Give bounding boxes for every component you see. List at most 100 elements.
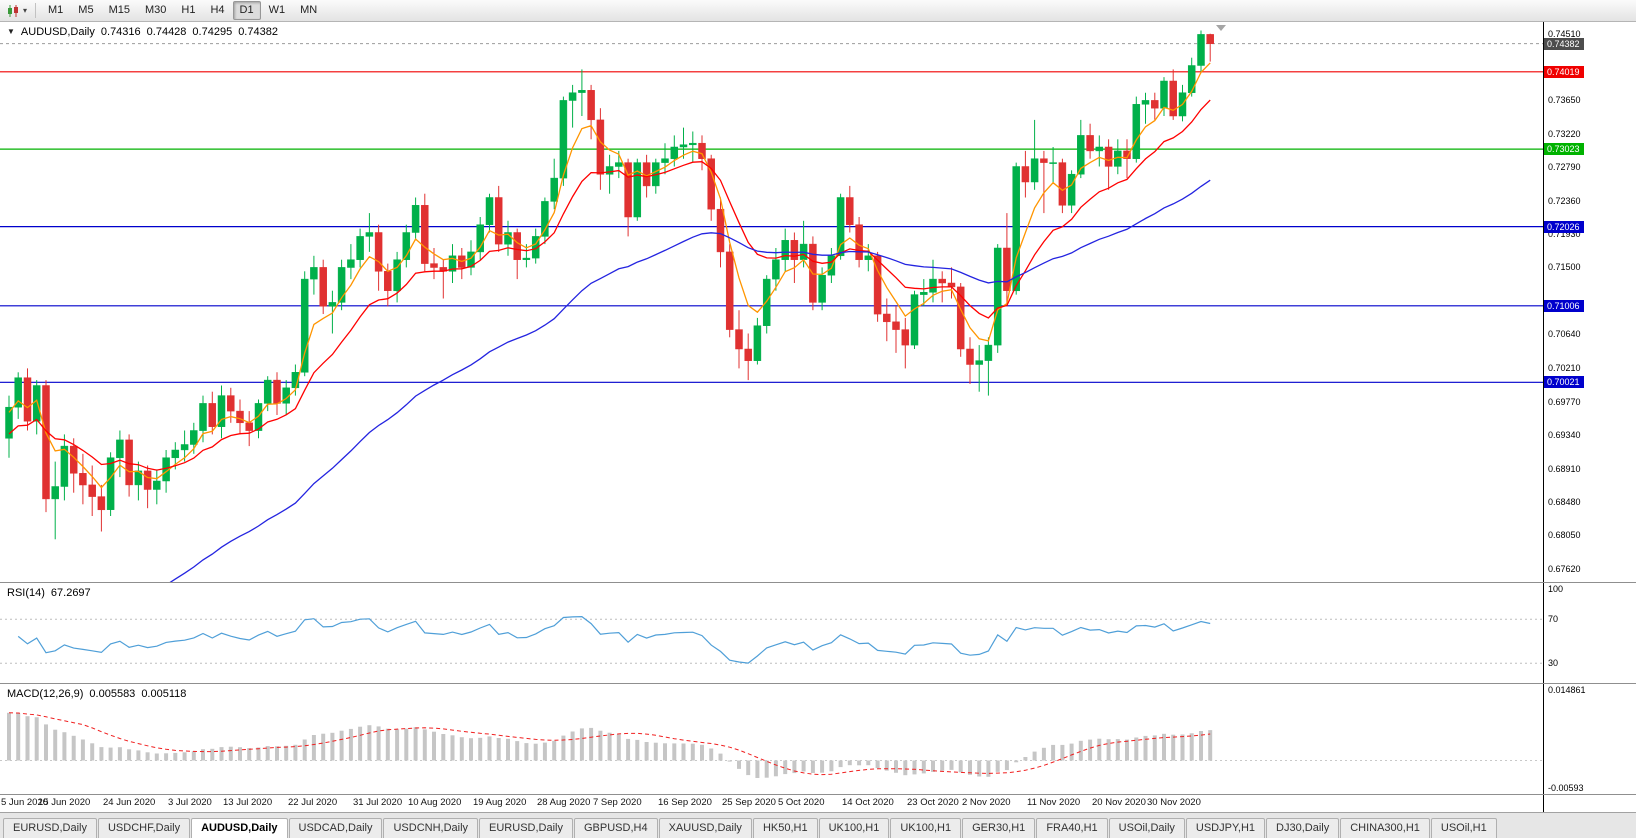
tab-audusd-daily[interactable]: AUDUSD,Daily (191, 818, 288, 838)
date-axis-label: 22 Jul 2020 (288, 797, 338, 808)
chart-shift-marker (1216, 25, 1226, 31)
macd-canvas (0, 712, 1543, 778)
price-axis-tick: 0.70210 (1548, 362, 1581, 373)
timeframe-button-d1[interactable]: D1 (232, 1, 261, 20)
rsi-indicator-pane: RSI(14) 67.2697 100 70 30 (0, 582, 1636, 683)
tab-uk100-h1[interactable]: UK100,H1 (818, 818, 890, 838)
candle-body (476, 224, 484, 253)
tab-usdchf-daily[interactable]: USDCHF,Daily (97, 818, 191, 838)
date-axis-label: 16 Sep 2020 (658, 797, 712, 808)
date-axis-label: 23 Oct 2020 (907, 797, 959, 808)
candle-body (254, 403, 263, 431)
candle-body (1206, 34, 1214, 44)
date-axis-label: 13 Jul 2020 (223, 797, 273, 808)
candle-body (1021, 166, 1030, 183)
candle-body (393, 259, 401, 292)
candle-body (615, 162, 623, 167)
candle-body (23, 377, 32, 422)
chart-type-dropdown-caret[interactable]: ▾ (23, 6, 28, 15)
timeframe-button-m30[interactable]: M30 (144, 4, 167, 16)
date-axis-label: 3 Jul 2020 (168, 797, 212, 808)
candlestick-chart-icon (8, 4, 18, 17)
chart-tab-bar: EURUSD,Daily USDCHF,Daily AUDUSD,Daily USDC… (0, 812, 1636, 838)
candle-body (929, 278, 937, 293)
candle-body (171, 449, 180, 459)
price-axis-tick: 0.68910 (1548, 463, 1581, 474)
chart-type-button[interactable] (4, 3, 23, 19)
tab-usdcnh-daily[interactable]: USDCNH,Daily (383, 818, 479, 838)
timeframe-button-mn[interactable]: MN (300, 4, 318, 16)
tab-usdjpy-h1[interactable]: USDJPY,H1 (1185, 818, 1266, 838)
date-axis-label: 31 Jul 2020 (353, 797, 403, 808)
macd-plot[interactable]: MACD(12,26,9) 0.005583 0.005118 (0, 684, 1544, 794)
tab-uk100-h1[interactable]: UK100,H1 (890, 818, 962, 838)
candle-body (698, 142, 706, 159)
macd-indicator-pane: MACD(12,26,9) 0.005583 0.005118 0.014861… (0, 683, 1636, 794)
candle-body (402, 232, 411, 260)
candle-body (97, 496, 106, 511)
candle-body (374, 232, 383, 272)
tab-eurusd-daily[interactable]: EURUSD,Daily (479, 818, 573, 838)
candle-body (32, 385, 41, 422)
ohlc-high: 0.74428 (146, 26, 187, 38)
tab-usoil-daily[interactable]: USOil,Daily (1108, 818, 1185, 838)
tab-gbpusd-h4[interactable]: GBPUSD,H4 (574, 818, 658, 838)
tab-eurusd-daily[interactable]: EURUSD,Daily (3, 818, 97, 838)
candle-body (790, 240, 799, 260)
candle-body (180, 444, 189, 451)
candle-body (69, 445, 78, 474)
rsi-plot[interactable]: RSI(14) 67.2697 (0, 583, 1544, 683)
candle-body (781, 240, 789, 260)
timeframe-button-w1[interactable]: W1 (268, 4, 286, 16)
candle-body (578, 90, 586, 93)
tab-china300-h1[interactable]: CHINA300,H1 (1340, 818, 1430, 838)
main-chart-plot[interactable]: ▼ AUDUSD,Daily 0.74316 0.74428 0.74295 0… (0, 22, 1544, 582)
candle-body (901, 329, 910, 346)
candle-body (689, 142, 697, 146)
candle-body (966, 348, 974, 365)
candle-body (559, 100, 568, 179)
timeframe-button-m15[interactable]: M15 (108, 4, 130, 16)
candlestick-canvas[interactable] (0, 22, 1543, 582)
time-axis: 5 Jun 2020 15 Jun 2020 24 Jun 2020 3 Jul 20… (0, 794, 1636, 812)
candle-body (522, 257, 531, 260)
timeframe-button-h1[interactable]: H1 (181, 4, 196, 16)
candle-body (920, 292, 928, 295)
candle-body (236, 410, 244, 424)
timeframe-button-m1[interactable]: M1 (48, 4, 64, 16)
tab-dj30-daily[interactable]: DJ30,Daily (1266, 818, 1340, 838)
tab-usdcad-daily[interactable]: USDCAD,Daily (288, 818, 383, 838)
rsi-header: RSI(14) 67.2697 (7, 587, 91, 599)
tab-hk50-h1[interactable]: HK50,H1 (752, 818, 818, 838)
candle-body (1040, 158, 1048, 163)
macd-signal-value: 0.005118 (141, 688, 187, 700)
candle-body (1030, 158, 1039, 183)
candle-body (245, 422, 253, 431)
candle-body (300, 278, 309, 373)
tab-xauusd-daily[interactable]: XAUUSD,Daily (658, 818, 752, 838)
tab-fra40-h1[interactable]: FRA40,H1 (1036, 818, 1108, 838)
price-axis-tick: 0.71930 (1548, 229, 1581, 239)
price-axis-tick: 0.73650 (1548, 95, 1581, 106)
tab-usoil-h1[interactable]: USOil,H1 (1430, 818, 1497, 838)
candle-body (347, 259, 355, 268)
timeframe-button-m5[interactable]: M5 (78, 4, 94, 16)
one-click-trading-icon[interactable]: ▼ (7, 27, 15, 36)
timeframe-button-h4[interactable]: H4 (210, 4, 225, 16)
date-axis-label: 10 Aug 2020 (408, 797, 462, 808)
price-axis-tick: 0.72790 (1548, 162, 1581, 173)
macd-axis-bottom: -0.00593 (1548, 783, 1584, 793)
candle-body (143, 470, 152, 490)
candle-body (846, 197, 854, 225)
candle-body (88, 484, 96, 497)
date-axis-label: 5 Oct 2020 (778, 797, 825, 808)
candle-body (670, 146, 679, 159)
candle-body (14, 377, 22, 408)
rsi-line (17, 615, 1211, 664)
candle-body (1132, 104, 1141, 159)
candle-body (1169, 80, 1177, 117)
candle-body (624, 162, 632, 218)
tab-ger30-h1[interactable]: GER30,H1 (962, 818, 1036, 838)
candle-body (199, 403, 207, 431)
